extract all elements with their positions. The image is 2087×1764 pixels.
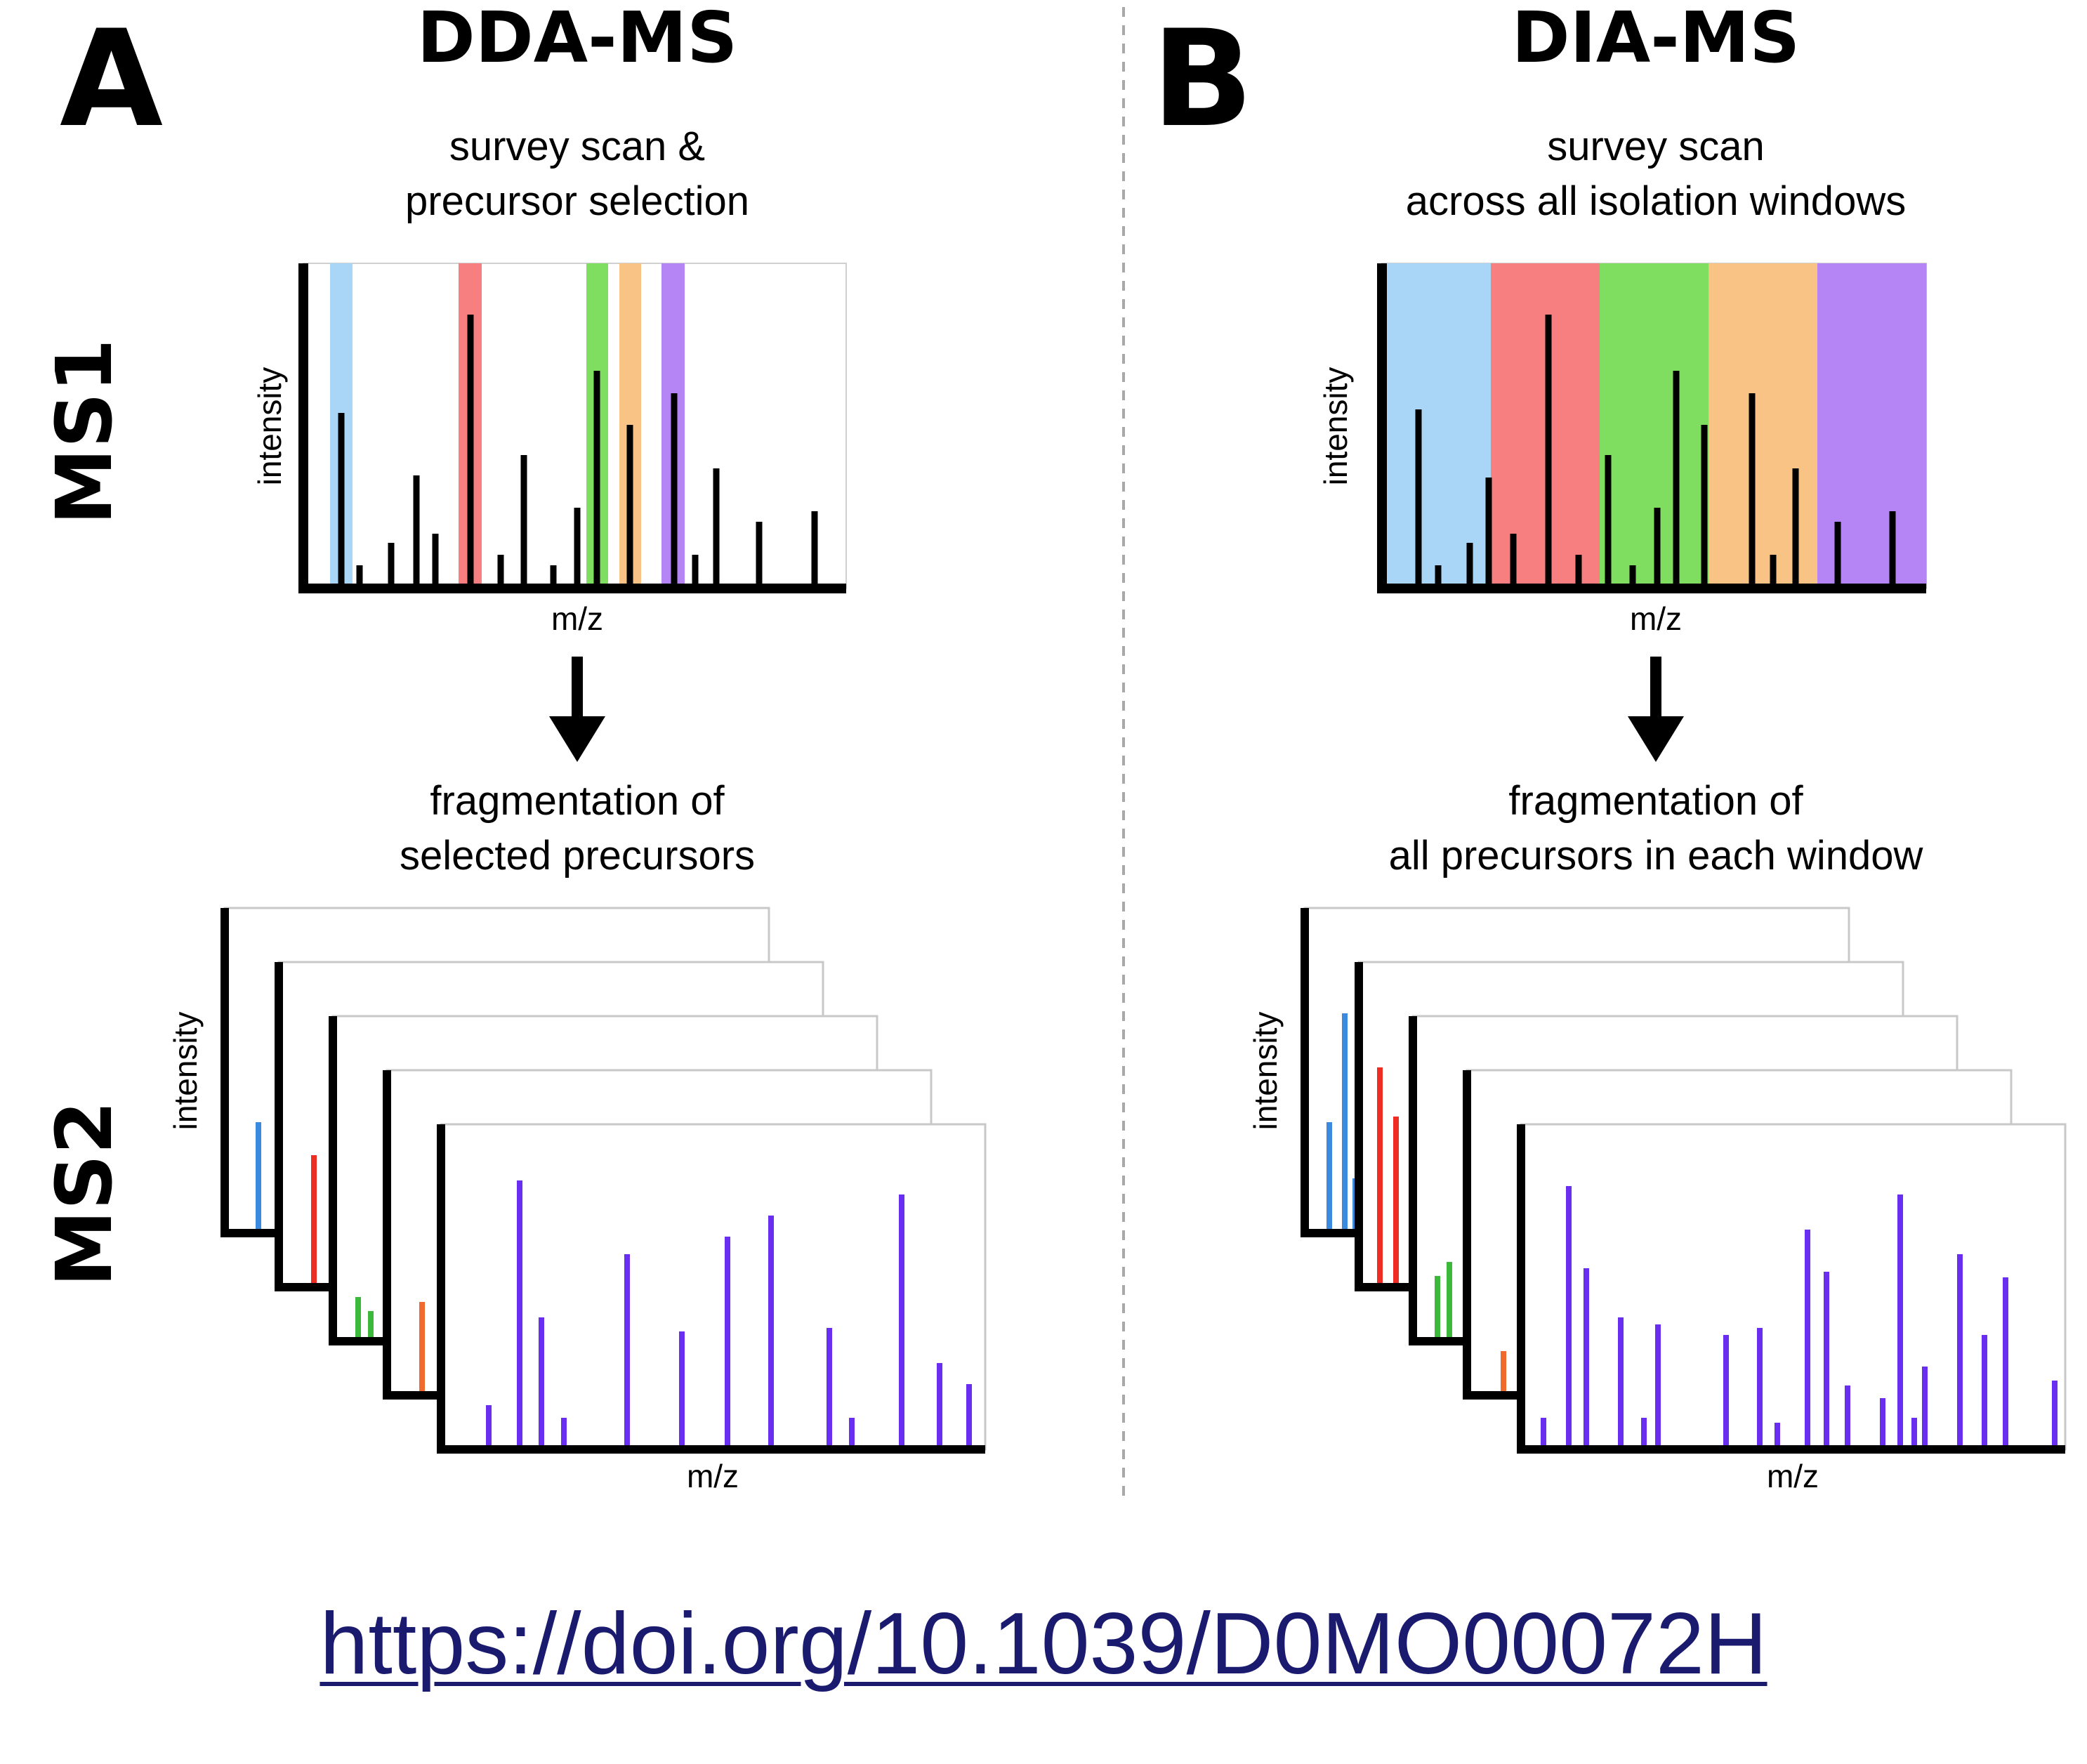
panel-b-letter: B: [1152, 1, 1253, 157]
panel-b-ms2-caption-line1: fragmentation of: [1508, 778, 1803, 824]
panel-b-title: DIA-MS: [1512, 0, 1800, 79]
dda-ms1-spectrum: intensity m/z: [251, 263, 847, 637]
panel-a-ms2-caption-line1: fragmentation of: [430, 778, 725, 824]
ms1-b-y-label: intensity: [1317, 367, 1354, 486]
doi-link[interactable]: https://doi.org/10.1039/D0MO00072H: [320, 1595, 1767, 1692]
ms2-b-x-label: m/z: [1767, 1458, 1819, 1494]
panel-a-ms1-caption-line1: survey scan &: [449, 124, 705, 169]
ms1-b-isolation-window-3: [1709, 263, 1818, 588]
panel-a-ms2-caption-line2: selected precursors: [400, 833, 755, 878]
panel-a-ms1-caption-line2: precursor selection: [405, 178, 749, 224]
row-label-ms2: MS2: [39, 1100, 129, 1286]
arrow-a: [549, 657, 605, 762]
panel-b-ms1-caption-line2: across all isolation windows: [1406, 178, 1906, 224]
ms2-b-frame-4: [1517, 1123, 2067, 1454]
ms2-a-frame-4: [437, 1123, 987, 1454]
panel-b-ms2-caption-line2: all precursors in each window: [1389, 833, 1924, 878]
row-label-ms1: MS1: [39, 338, 129, 525]
dia-ms1-spectrum: intensity m/z: [1317, 263, 1927, 637]
arrow-b: [1628, 657, 1684, 762]
dia-ms2-spectra-stack: intensity m/z: [1247, 907, 2067, 1494]
ms1-b-x-label: m/z: [1630, 600, 1682, 637]
ms2-a-y-label: intensity: [167, 1012, 204, 1131]
ms1-b-isolation-window-0: [1382, 263, 1492, 588]
panel-a-letter: A: [60, 1, 163, 157]
ms1-a-x-label: m/z: [551, 600, 603, 637]
panel-b-ms1-caption-line1: survey scan: [1547, 124, 1764, 169]
ms1-b-isolation-window-4: [1817, 263, 1927, 588]
panel-a-title: DDA-MS: [417, 0, 737, 79]
ms2-b-y-label: intensity: [1247, 1012, 1284, 1131]
ms1-a-y-label: intensity: [251, 367, 288, 486]
dda-ms2-spectra-stack: intensity m/z: [167, 907, 987, 1494]
ms2-a-x-label: m/z: [687, 1458, 739, 1494]
